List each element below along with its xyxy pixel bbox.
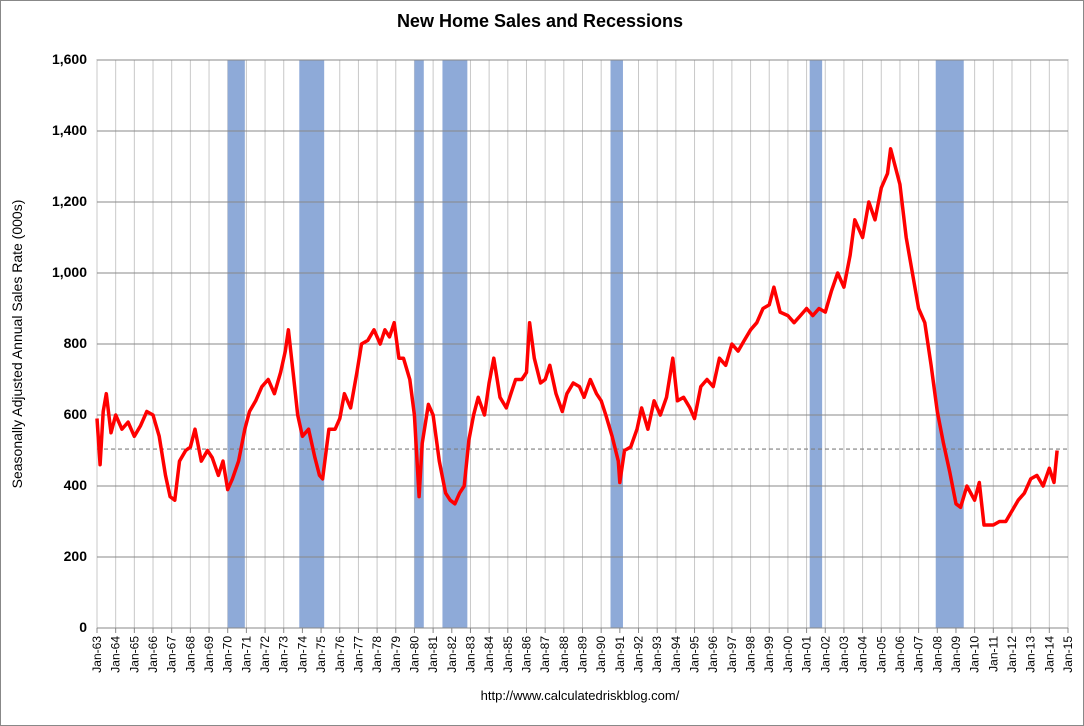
y-tick-label: 1,600 <box>52 51 87 67</box>
source: http://www.calculatedriskblog.com/ <box>481 688 680 703</box>
x-tick-label: Jan-90 <box>594 636 608 673</box>
y-tick-label: 1,000 <box>52 264 87 280</box>
x-tick-label: Jan-85 <box>501 636 515 673</box>
y-tick-label: 600 <box>64 406 88 422</box>
x-tick-label: Jan-72 <box>258 636 272 673</box>
x-tick-label: Jan-77 <box>351 636 365 673</box>
x-tick-label: Jan-88 <box>557 636 571 673</box>
y-axis-label: Seasonally Adjusted Annual Sales Rate (0… <box>9 200 25 489</box>
x-tick-label: Jan-78 <box>370 636 384 673</box>
x-tick-label: Jan-79 <box>389 636 403 673</box>
x-tick-label: Jan-65 <box>127 636 141 673</box>
x-tick-label: Jan-95 <box>688 636 702 673</box>
x-tick-label: Jan-03 <box>837 636 851 673</box>
x-tick-label: Jan-93 <box>650 636 664 673</box>
x-tick-label: Jan-92 <box>632 636 646 673</box>
x-tick-label: Jan-74 <box>295 636 309 673</box>
x-tick-label: Jan-67 <box>165 636 179 673</box>
x-tick-label: Jan-14 <box>1042 636 1056 673</box>
x-tick-label: Jan-91 <box>613 636 627 673</box>
x-tick-label: Jan-84 <box>482 636 496 673</box>
x-tick-label: Jan-08 <box>930 636 944 673</box>
x-tick-label: Jan-09 <box>949 636 963 673</box>
y-tick-label: 1,200 <box>52 193 87 209</box>
y-tick-label: 400 <box>64 477 88 493</box>
x-tick-label: Jan-64 <box>109 636 123 673</box>
x-tick-label: Jan-83 <box>463 636 477 673</box>
y-tick-label: 800 <box>64 335 88 351</box>
x-tick-label: Jan-66 <box>146 636 160 673</box>
x-tick-label: Jan-01 <box>800 636 814 673</box>
x-tick-label: Jan-96 <box>706 636 720 673</box>
y-tick-label: 1,400 <box>52 122 87 138</box>
x-tick-label: Jan-70 <box>221 636 235 673</box>
x-tick-label: Jan-86 <box>519 636 533 673</box>
x-tick-label: Jan-87 <box>538 636 552 673</box>
x-tick-label: Jan-12 <box>1005 636 1019 673</box>
chart-title: New Home Sales and Recessions <box>397 11 683 31</box>
x-tick-label: Jan-89 <box>576 636 590 673</box>
x-tick-label: Jan-07 <box>912 636 926 673</box>
x-tick-label: Jan-68 <box>183 636 197 673</box>
x-tick-label: Jan-94 <box>669 636 683 673</box>
x-tick-label: Jan-02 <box>818 636 832 673</box>
x-tick-label: Jan-05 <box>874 636 888 673</box>
x-tick-label: Jan-63 <box>90 636 104 673</box>
x-tick-label: Jan-15 <box>1061 636 1075 673</box>
y-tick-label: 200 <box>64 548 88 564</box>
x-tick-label: Jan-13 <box>1024 636 1038 673</box>
series-line <box>95 147 1059 527</box>
x-tick-label: Jan-98 <box>744 636 758 673</box>
x-tick-label: Jan-10 <box>968 636 982 673</box>
x-tick-label: Jan-75 <box>314 636 328 673</box>
x-tick-label: Jan-11 <box>986 636 1000 672</box>
y-tick-label: 0 <box>79 619 87 635</box>
x-tick-label: Jan-81 <box>426 636 440 673</box>
x-tick-label: Jan-76 <box>333 636 347 673</box>
x-tick-label: Jan-69 <box>202 636 216 673</box>
x-tick-label: Jan-06 <box>893 636 907 673</box>
x-tick-label: Jan-97 <box>725 636 739 673</box>
x-tick-label: Jan-71 <box>239 636 253 673</box>
x-tick-label: Jan-00 <box>781 636 795 673</box>
x-tick-label: Jan-99 <box>762 636 776 673</box>
x-tick-label: Jan-04 <box>856 636 870 673</box>
x-tick-label: Jan-73 <box>277 636 291 673</box>
x-tick-label: Jan-80 <box>407 636 421 673</box>
x-tick-label: Jan-82 <box>445 636 459 673</box>
